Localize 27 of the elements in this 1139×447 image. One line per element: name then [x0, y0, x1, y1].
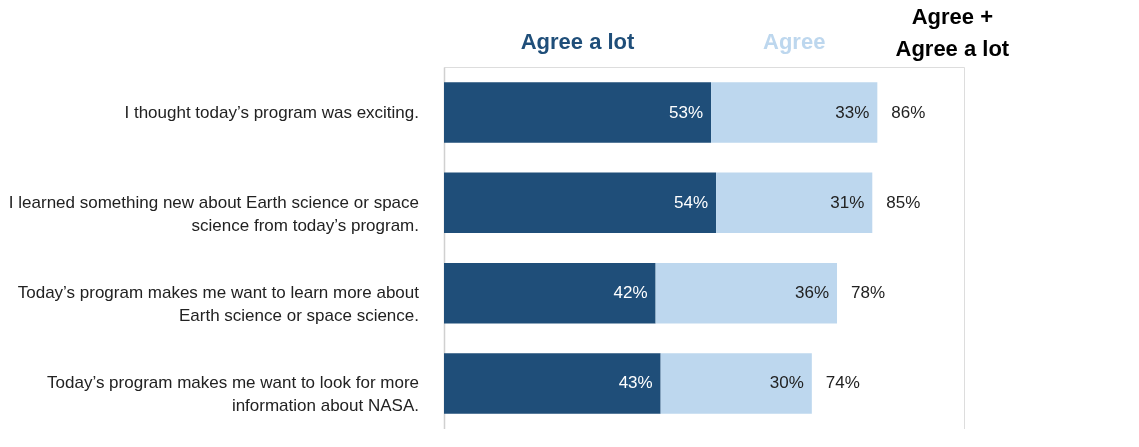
total-label: 78% — [851, 283, 886, 303]
y-tick-label: Today’s program makes me want to look for more information about NASA. — [47, 373, 419, 416]
total-label: 85% — [886, 192, 921, 212]
data-label: 33% — [835, 102, 870, 122]
y-tick-label: I learned something new about Earth science or space science from today’s program. — [8, 192, 419, 235]
data-label: 30% — [769, 373, 804, 393]
data-label: 43% — [618, 373, 653, 393]
data-label: 42% — [613, 283, 648, 303]
bar — [655, 262, 838, 324]
y-tick-label: I thought today’s program was exciting. — [124, 102, 419, 122]
data-label: 36% — [794, 283, 830, 303]
data-label: 31% — [830, 192, 865, 212]
bar — [716, 172, 873, 234]
y-tick-label: Today’s program makes me want to learn more about Earth science or space science. — [17, 283, 420, 326]
data-label: 53% — [669, 102, 704, 122]
bar — [444, 82, 712, 143]
data-label: 54% — [674, 192, 709, 212]
total-label: 86% — [891, 102, 926, 122]
total-label: 74% — [825, 373, 860, 393]
bar — [711, 82, 878, 143]
bar — [444, 353, 661, 414]
series-label: Agree — [763, 29, 826, 54]
text: Agree + Agree a lot — [895, 4, 1010, 61]
bar — [444, 262, 656, 324]
series-label: Agree a lot — [520, 29, 636, 54]
bar — [660, 353, 812, 414]
bar — [444, 172, 717, 234]
